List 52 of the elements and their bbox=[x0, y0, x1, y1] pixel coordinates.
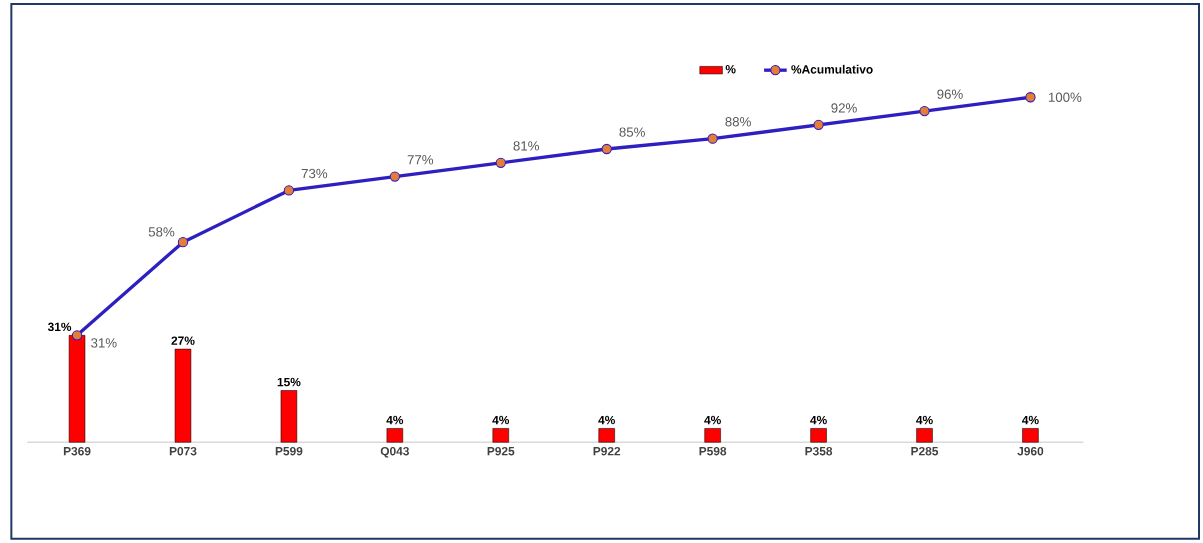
data-label: 58% bbox=[148, 227, 175, 237]
point bbox=[283, 185, 295, 196]
bar bbox=[492, 428, 509, 443]
bar bbox=[174, 349, 192, 443]
data-label: 85% bbox=[619, 127, 645, 137]
data-label: 4% bbox=[704, 416, 721, 425]
x-tick-label: P922 bbox=[593, 447, 621, 456]
data-label: 31% bbox=[47, 322, 72, 332]
bar bbox=[916, 428, 933, 443]
point bbox=[1025, 92, 1036, 103]
bar bbox=[280, 390, 298, 443]
point bbox=[177, 237, 189, 248]
point bbox=[601, 144, 612, 155]
x-tick-label: Q043 bbox=[380, 447, 409, 458]
data-label: 77% bbox=[407, 155, 434, 165]
point bbox=[389, 171, 401, 182]
data-label: 4% bbox=[916, 416, 933, 425]
point bbox=[919, 106, 930, 117]
data-label: 15% bbox=[277, 378, 301, 387]
data-label: 100% bbox=[1048, 92, 1082, 103]
x-tick-label: P285 bbox=[911, 447, 939, 456]
data-label: 73% bbox=[301, 169, 328, 179]
bar bbox=[704, 428, 721, 443]
x-tick-label: P598 bbox=[699, 447, 727, 456]
x-tick-label: P599 bbox=[275, 447, 303, 456]
data-label: 81% bbox=[513, 141, 540, 151]
x-tick-label: P358 bbox=[805, 447, 833, 456]
data-label: 4% bbox=[386, 416, 404, 425]
data-label: 96% bbox=[937, 89, 963, 100]
data-label: 31% bbox=[91, 338, 117, 348]
data-label: 92% bbox=[831, 103, 857, 113]
point bbox=[707, 133, 718, 144]
point bbox=[71, 330, 83, 341]
bar bbox=[386, 428, 404, 443]
legend-label: %Acumulativo bbox=[791, 65, 873, 74]
data-label: 88% bbox=[725, 117, 751, 127]
point bbox=[495, 157, 506, 169]
x-tick-label: J960 bbox=[1017, 447, 1044, 456]
point bbox=[813, 119, 824, 131]
data-label: 4% bbox=[598, 416, 616, 425]
bar bbox=[810, 428, 827, 443]
x-tick-label: P925 bbox=[487, 447, 515, 456]
legend-label: % bbox=[725, 65, 736, 74]
data-label: 4% bbox=[492, 416, 510, 425]
data-label: 27% bbox=[171, 336, 195, 346]
bar bbox=[68, 335, 86, 443]
bar bbox=[598, 428, 615, 443]
x-tick-label: P369 bbox=[63, 447, 91, 456]
x-tick-label: P073 bbox=[169, 447, 197, 456]
bar bbox=[1022, 428, 1039, 443]
data-label: 4% bbox=[810, 416, 827, 425]
data-label: 4% bbox=[1022, 416, 1039, 425]
